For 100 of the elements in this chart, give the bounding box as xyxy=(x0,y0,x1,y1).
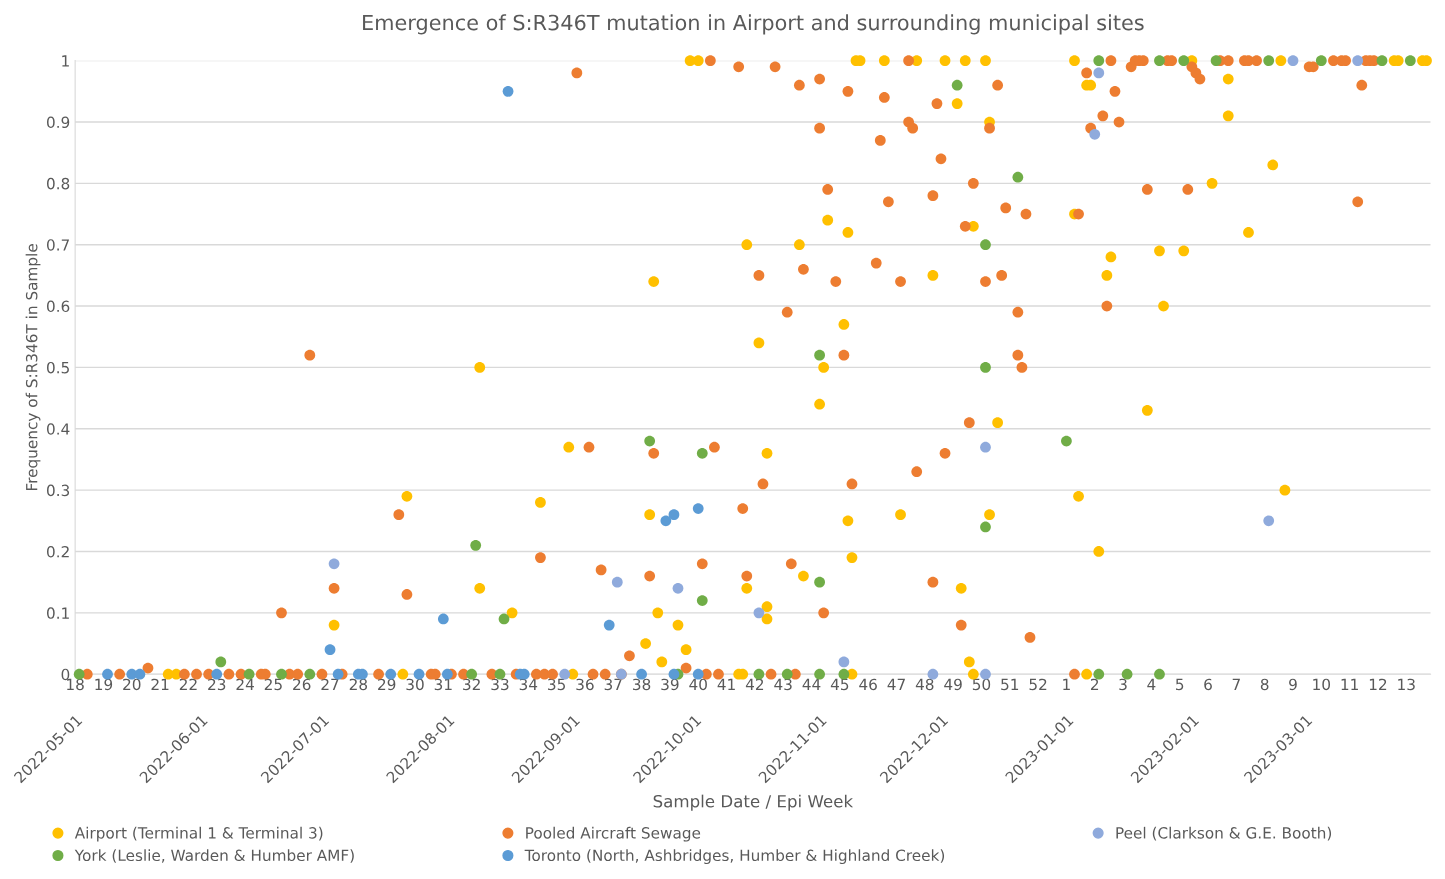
x2-tick-label: 25 xyxy=(264,678,282,691)
x2-tick-label: 39 xyxy=(661,678,679,691)
point xyxy=(980,362,991,373)
point xyxy=(502,85,514,97)
point xyxy=(559,668,571,680)
x2-tick-label: 36 xyxy=(576,678,594,691)
point xyxy=(328,558,340,570)
x2-tick-label: 11 xyxy=(1341,678,1358,690)
y-tick-label: 0.8 xyxy=(46,177,70,190)
point xyxy=(1121,668,1133,680)
point xyxy=(814,349,825,361)
x2-tick-label: 4 xyxy=(1147,678,1156,690)
x2-tick-label: 41 xyxy=(717,678,735,690)
x2-tick-label: 7 xyxy=(1232,678,1240,690)
x2-tick-label: 37 xyxy=(604,678,622,691)
point xyxy=(134,668,146,680)
point xyxy=(1376,55,1388,67)
point xyxy=(980,441,991,453)
point xyxy=(1287,55,1299,67)
x2-tick-label: 5 xyxy=(1176,678,1184,691)
point xyxy=(1154,668,1165,680)
x2-tick-label: 29 xyxy=(378,678,396,691)
point xyxy=(1263,55,1275,67)
x2-tick-label: 3 xyxy=(1119,678,1127,691)
chart-title: Emergence of S:R346T mutation in Airport and surrounding municipal sites xyxy=(363,14,1144,35)
point xyxy=(1178,55,1190,67)
point xyxy=(1154,55,1165,67)
point xyxy=(672,582,684,594)
point xyxy=(304,668,316,680)
x2-tick-label: 45 xyxy=(830,678,849,691)
point xyxy=(660,515,672,527)
point xyxy=(1315,55,1327,67)
point xyxy=(437,613,449,625)
x2-tick-label: 24 xyxy=(236,678,254,690)
point xyxy=(692,503,704,514)
point xyxy=(332,668,344,680)
y-axis-title: Frequency of S:R346T in Sample xyxy=(25,244,41,491)
point xyxy=(1404,55,1416,67)
x2-tick-label: 8 xyxy=(1260,678,1269,691)
y-tick-label: 0.7 xyxy=(46,239,69,251)
point xyxy=(215,656,227,668)
legend-label: Pooled Aircraft Sewage xyxy=(526,826,701,842)
point xyxy=(696,595,708,606)
point xyxy=(980,239,991,251)
x2-tick-label: 42 xyxy=(745,678,764,690)
point xyxy=(1263,515,1275,527)
x2-tick-label: 40 xyxy=(689,678,707,691)
x2-tick-label: 13 xyxy=(1398,678,1415,691)
x2-tick-label: 32 xyxy=(463,678,480,691)
x2-tick-label: 23 xyxy=(208,678,226,691)
y-tick-label: 0.5 xyxy=(46,361,69,374)
legend-label: York (Leslie, Warden & Humber AMF) xyxy=(74,849,354,863)
point xyxy=(1093,668,1105,680)
legend-label: Toronto (North, Ashbridges, Humber & Highland Creek) xyxy=(524,849,945,865)
x2-tick-label: 21 xyxy=(151,678,169,690)
x2-tick-label: 51 xyxy=(1001,678,1019,691)
point xyxy=(644,435,656,447)
y-tick-label: 0.1 xyxy=(46,607,69,619)
x2-tick-label: 27 xyxy=(321,678,339,690)
x2-tick-label: 28 xyxy=(349,678,368,691)
x2-tick-label: 22 xyxy=(179,678,197,690)
x2-tick-label: 34 xyxy=(519,678,538,691)
point xyxy=(980,521,991,533)
x2-tick-label: 26 xyxy=(293,678,311,691)
x2-tick-label: 19 xyxy=(95,678,113,691)
x2-tick-label: 38 xyxy=(633,678,651,691)
x2-tick-label: 50 xyxy=(972,678,991,691)
y-tick-label: 0.2 xyxy=(46,545,69,558)
point xyxy=(696,447,708,459)
x2-tick-label: 47 xyxy=(887,678,905,690)
point xyxy=(927,668,939,680)
x2-tick-label: 52 xyxy=(1029,678,1047,691)
x2-tick-label: 46 xyxy=(859,678,877,691)
point xyxy=(753,607,765,619)
point xyxy=(1352,55,1364,67)
x2-tick-label: 6 xyxy=(1204,678,1212,691)
y-tick-label: 0.4 xyxy=(46,423,70,435)
x2-tick-label: 33 xyxy=(491,678,509,691)
legend-label: Peel (Clarkson & G.E. Booth) xyxy=(1116,826,1332,841)
x-axis-title: Sample Date / Epi Week xyxy=(653,794,854,811)
point xyxy=(668,509,680,521)
point xyxy=(1093,67,1105,79)
point xyxy=(1061,435,1072,447)
y-tick-label: 0.6 xyxy=(46,300,70,313)
point xyxy=(814,576,825,588)
point xyxy=(1210,55,1222,67)
point xyxy=(603,619,615,631)
x2-tick-label: 30 xyxy=(406,678,424,691)
x2-tick-label: 49 xyxy=(944,678,962,691)
point xyxy=(498,613,510,625)
point xyxy=(276,668,287,680)
x2-tick-label: 44 xyxy=(802,678,821,690)
y-tick-label: 1 xyxy=(62,55,69,67)
point xyxy=(611,576,623,588)
x2-tick-label: 2 xyxy=(1090,678,1099,690)
point xyxy=(1012,171,1024,183)
point xyxy=(1093,55,1105,67)
point xyxy=(838,656,850,668)
y-tick-label: 0.3 xyxy=(46,484,70,497)
x2-tick-label: 43 xyxy=(774,678,792,691)
